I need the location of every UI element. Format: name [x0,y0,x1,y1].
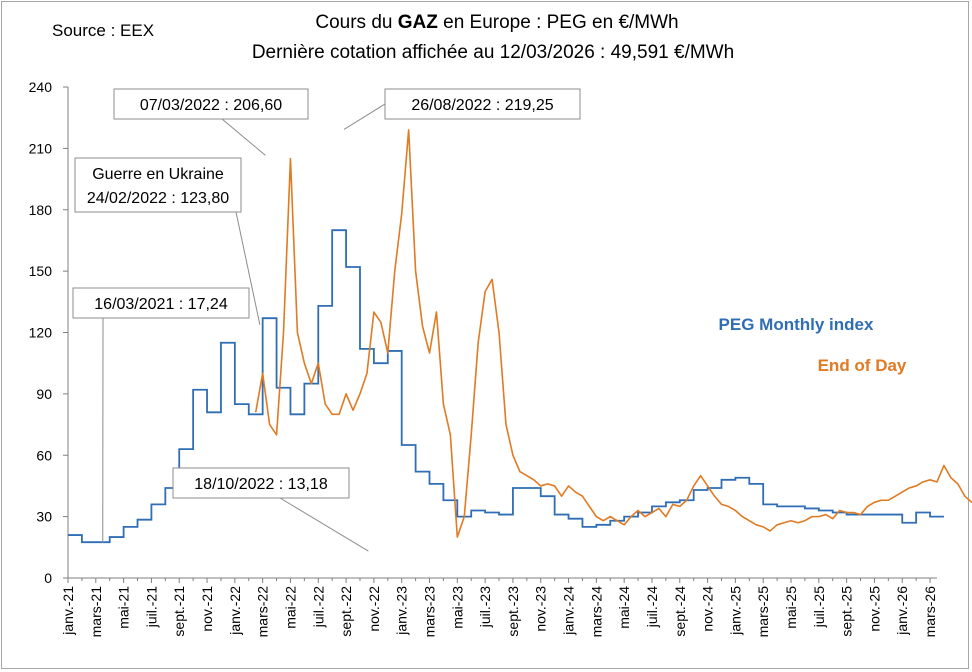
y-tick-label: 240 [29,79,53,95]
x-tick-label: sept.-23 [505,586,521,637]
series-layer [68,129,972,544]
x-tick-label: mai-23 [449,586,465,629]
annotation-layer: 07/03/2022 : 206,60 26/08/2022 : 219,25 Gu… [72,88,581,552]
x-tick-label: mars-26 [922,586,938,638]
chart-title-line1: Cours du GAZ en Europe : PEG en €/MWh [315,12,678,33]
title-post: en Europe : PEG en €/MWh [438,12,679,33]
x-tick-label: janv.-22 [227,586,243,636]
x-tick-label: nov.-22 [366,586,382,632]
y-tick-label: 210 [29,140,53,156]
x-tick-label: janv.-24 [561,586,577,636]
x-tick-label: sept.-24 [672,586,688,637]
annotation-box [72,287,250,319]
chart-title-line2: Dernière cotation affichée au 12/03/2026… [252,42,734,63]
x-tick-label: mars-23 [422,586,438,638]
x-tick-label: mai-24 [616,586,632,629]
annotation-box [113,88,309,120]
legend-monthly: PEG Monthly index [719,315,874,334]
y-tick-label: 180 [29,202,53,218]
x-tick-label: juil.-21 [143,586,159,628]
annotation-label: 07/03/2022 : 206,60 [140,97,282,114]
x-tick-label: nov.-21 [199,586,215,632]
x-tick-label: janv.-23 [394,586,410,636]
x-tick-label: sept.-25 [839,586,855,637]
x-tick-label: mars-24 [588,586,604,638]
annotation-label: 18/10/2022 : 13,18 [194,476,328,493]
x-tick-label: mars-22 [255,586,271,638]
x-tick-label: nov.-25 [866,586,882,632]
x-tick-label: juil.-23 [477,586,493,628]
annotation-leader [235,211,261,325]
y-tick-label: 30 [36,509,52,525]
annotation-label: 26/08/2022 : 219,25 [411,97,553,114]
y-axis-ticks: 0 30 60 90 120 150 180 210 240 [29,79,69,586]
annotation-leader [343,103,386,130]
y-tick-label: 150 [29,263,53,279]
x-tick-label: mai-25 [783,586,799,629]
y-tick-label: 60 [36,447,52,463]
x-tick-label: nov.-24 [700,586,716,632]
title-pre: Cours du [315,12,397,33]
x-axis-ticks: janv.-21 mars-21 mai-21 juil.-21 sept.-21 nov… [60,577,938,638]
x-tick-label: janv.-26 [894,586,910,636]
series-line-monthly [68,229,944,544]
annotation-label: 24/02/2022 : 123,80 [87,190,229,207]
x-tick-label: juil.-24 [644,586,660,628]
series-line-eod [254,129,972,538]
x-tick-label: nov.-23 [533,586,549,632]
y-tick-label: 0 [44,570,52,586]
x-tick-label: juil.-25 [811,586,827,628]
x-tick-label: mai-22 [282,586,298,629]
annotation-label: 16/03/2021 : 17,24 [94,296,228,313]
annotation-leader [279,497,369,552]
x-tick-label: mars-25 [755,586,771,638]
annotation-leader [221,118,266,156]
x-tick-label: mars-21 [88,586,104,638]
x-tick-label: janv.-21 [60,586,76,636]
annotation-box [74,157,242,213]
annotation-box [172,467,350,499]
annotation-label: Guerre en Ukraine [92,166,224,183]
legend-eod: End of Day [818,356,907,375]
y-tick-label: 120 [29,325,53,341]
x-tick-label: juil.-22 [310,586,326,628]
annotation-box [384,88,581,120]
x-tick-label: janv.-25 [727,586,743,636]
x-tick-label: mai-21 [116,586,132,629]
y-tick-label: 90 [36,386,52,402]
title-bold: GAZ [398,12,439,33]
x-tick-label: sept.-22 [338,586,354,637]
source-label: Source : EEX [52,21,154,40]
x-tick-label: sept.-21 [171,586,187,637]
